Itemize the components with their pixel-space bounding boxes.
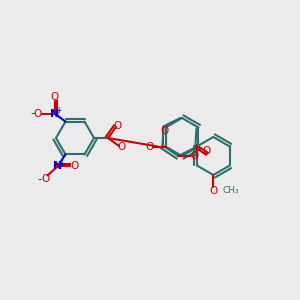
Text: O: O <box>190 151 198 161</box>
Text: N: N <box>53 161 62 172</box>
Text: O: O <box>146 142 154 152</box>
Text: +: + <box>58 159 65 168</box>
Text: O: O <box>202 146 210 156</box>
Text: O: O <box>118 142 126 152</box>
Text: O: O <box>160 125 169 136</box>
Text: CH₃: CH₃ <box>222 187 239 196</box>
Text: N: N <box>50 109 59 118</box>
Text: O: O <box>113 121 121 131</box>
Text: O: O <box>33 109 42 118</box>
Text: -: - <box>30 107 35 120</box>
Text: O: O <box>50 92 59 101</box>
Text: O: O <box>41 175 50 184</box>
Text: -: - <box>37 173 42 186</box>
Text: O: O <box>70 161 79 172</box>
Text: O: O <box>209 186 218 196</box>
Text: +: + <box>55 106 62 115</box>
